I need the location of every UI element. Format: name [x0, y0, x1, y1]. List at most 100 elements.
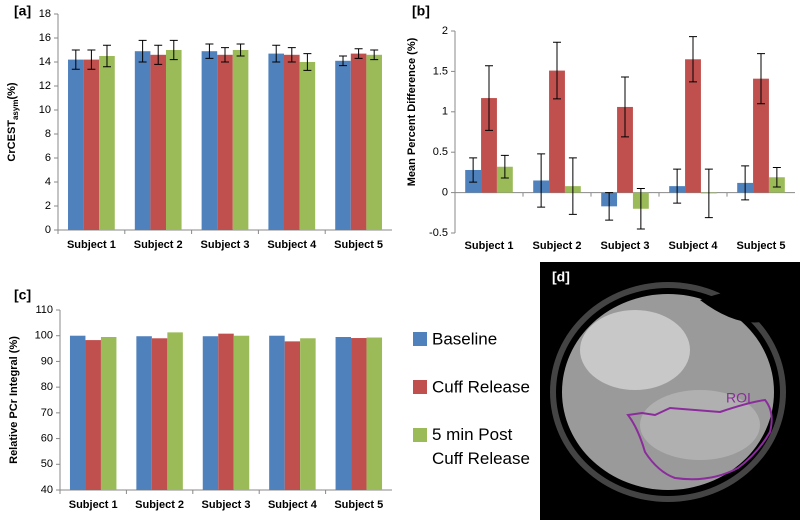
x-tick-label: Subject 3 [601, 240, 650, 252]
bar [299, 62, 316, 230]
bar [68, 59, 84, 230]
roi-label: ROI [726, 390, 751, 406]
x-tick-label: Subject 2 [533, 240, 582, 252]
bar [134, 51, 151, 231]
bar [496, 166, 513, 193]
error-bar [87, 49, 96, 70]
y-tick-label: 2 [45, 200, 51, 212]
y-tick-label: 1.5 [433, 65, 448, 77]
panel-label: [a] [14, 3, 31, 19]
bar [351, 338, 367, 490]
bar [335, 337, 352, 490]
bar [217, 54, 233, 230]
bar [233, 335, 250, 490]
error-bar [303, 53, 312, 71]
y-tick-label: 0 [442, 187, 448, 199]
bar [201, 51, 218, 231]
bar [165, 50, 182, 230]
bar [167, 332, 183, 490]
y-tick-label: 10 [39, 104, 51, 116]
mri-panel: ROI [d] [540, 262, 800, 520]
x-tick-label: Subject 3 [202, 499, 251, 511]
bar [685, 59, 701, 193]
x-tick-label: Subject 4 [267, 239, 317, 251]
error-bar [568, 157, 577, 215]
x-tick-label: Subject 4 [669, 240, 719, 252]
bar [150, 54, 166, 230]
error-bar [741, 165, 750, 201]
bar [69, 335, 86, 490]
error-bar [154, 44, 163, 65]
error-bar [102, 44, 111, 68]
bar [99, 56, 115, 230]
error-bar [370, 49, 379, 61]
x-tick-label: Subject 5 [334, 499, 383, 511]
error-bar [272, 44, 281, 63]
legend-label: 5 min Post Cuff Release [432, 425, 530, 468]
bar [284, 341, 301, 490]
bar [136, 336, 152, 490]
bar [100, 337, 117, 490]
y-tick-label: 1 [442, 106, 448, 118]
y-tick-label: 0.5 [433, 146, 448, 158]
y-tick-label: 14 [39, 56, 51, 68]
bar [335, 60, 351, 230]
y-tick-label: 4 [45, 176, 51, 188]
x-tick-label: Subject 3 [201, 239, 250, 251]
y-axis-label: Mean Percent Difference (%) [406, 37, 418, 186]
y-tick-label: 60 [41, 432, 53, 444]
roi-outline [626, 398, 773, 481]
x-tick-label: Subject 1 [67, 239, 116, 251]
bar [350, 53, 367, 230]
error-bar [621, 76, 629, 138]
error-bar [772, 167, 781, 188]
bar [218, 333, 234, 490]
error-bar [287, 47, 296, 63]
bar [549, 70, 565, 193]
y-axis-label: CrCESTasym(%) [6, 82, 20, 161]
muscle-bright [580, 310, 690, 390]
error-bar [636, 188, 645, 230]
bar [268, 53, 285, 230]
legend-label-line: 5 min Post [432, 425, 513, 444]
y-tick-label: 80 [41, 381, 53, 393]
x-tick-label: Subject 2 [135, 499, 184, 511]
y-tick-label: 8 [45, 128, 51, 140]
error-bar [169, 39, 178, 61]
y-tick-label: -0.5 [429, 227, 448, 239]
y-tick-label: 0 [45, 224, 51, 236]
error-bar [71, 49, 80, 70]
x-tick-label: Subject 5 [334, 239, 383, 251]
x-tick-label: Subject 1 [465, 240, 514, 252]
bar [366, 54, 382, 230]
x-tick-label: Subject 1 [69, 499, 118, 511]
bar [83, 59, 100, 230]
y-tick-label: 50 [41, 458, 53, 470]
y-tick-label: 16 [39, 32, 51, 44]
panel-label: [d] [552, 269, 570, 285]
error-bar [757, 53, 765, 105]
bar [617, 106, 633, 193]
y-tick-label: 100 [35, 330, 53, 342]
x-tick-label: Subject 5 [737, 240, 786, 252]
error-bar [236, 43, 245, 57]
error-bar [704, 168, 713, 219]
error-bar [339, 55, 348, 67]
bar [300, 338, 316, 490]
y-axis-label: Relative PCr Integral (%) [8, 336, 20, 464]
legend-label-line: Cuff Release [432, 449, 530, 468]
bar [232, 50, 249, 230]
error-bar [500, 154, 509, 179]
bar [284, 54, 300, 230]
y-tick-label: 18 [39, 8, 51, 20]
y-axis-label-part: asym [11, 100, 20, 120]
legend-label: Baseline [432, 329, 497, 348]
y-tick-label: 2 [442, 25, 448, 37]
y-axis-label-part: CrCEST [6, 120, 18, 162]
error-bar [605, 192, 614, 221]
legend-swatch [413, 428, 427, 442]
y-tick-label: 40 [41, 484, 53, 496]
error-bar [221, 47, 229, 63]
error-bar [205, 43, 214, 59]
